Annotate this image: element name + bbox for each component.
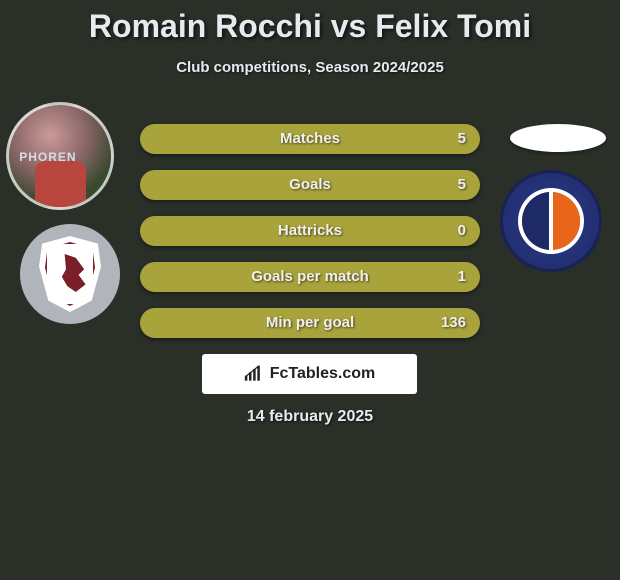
stat-row: Matches5 bbox=[140, 124, 480, 154]
stat-value: 136 bbox=[441, 308, 466, 338]
stat-value: 1 bbox=[458, 262, 466, 292]
player-right-placeholder bbox=[510, 124, 606, 152]
stat-row: Min per goal136 bbox=[140, 308, 480, 338]
site-name: FcTables.com bbox=[270, 365, 376, 383]
club-left-badge bbox=[20, 224, 120, 324]
site-badge: FcTables.com bbox=[202, 354, 417, 394]
stat-label: Goals per match bbox=[140, 262, 480, 292]
stat-value: 5 bbox=[458, 170, 466, 200]
stat-value: 0 bbox=[458, 216, 466, 246]
stats-container: Matches5Goals5Hattricks0Goals per match1… bbox=[140, 124, 480, 354]
stat-label: Goals bbox=[140, 170, 480, 200]
stat-value: 5 bbox=[458, 124, 466, 154]
player-left-avatar: PHOREN bbox=[6, 102, 114, 210]
sponsor-text: PHOREN bbox=[19, 150, 76, 164]
bar-chart-icon bbox=[244, 365, 264, 383]
club-right-badge bbox=[500, 170, 602, 272]
season-subtitle: Club competitions, Season 2024/2025 bbox=[0, 59, 620, 76]
stat-row: Goals5 bbox=[140, 170, 480, 200]
stat-row: Hattricks0 bbox=[140, 216, 480, 246]
stat-label: Hattricks bbox=[140, 216, 480, 246]
club-right-inner-icon bbox=[522, 192, 580, 250]
stat-row: Goals per match1 bbox=[140, 262, 480, 292]
dragon-icon bbox=[59, 254, 87, 292]
generated-date: 14 february 2025 bbox=[0, 408, 620, 426]
page-title: Romain Rocchi vs Felix Tomi bbox=[0, 0, 620, 45]
stat-label: Min per goal bbox=[140, 308, 480, 338]
shield-icon bbox=[39, 236, 101, 312]
stat-label: Matches bbox=[140, 124, 480, 154]
jersey-shape bbox=[35, 161, 86, 210]
